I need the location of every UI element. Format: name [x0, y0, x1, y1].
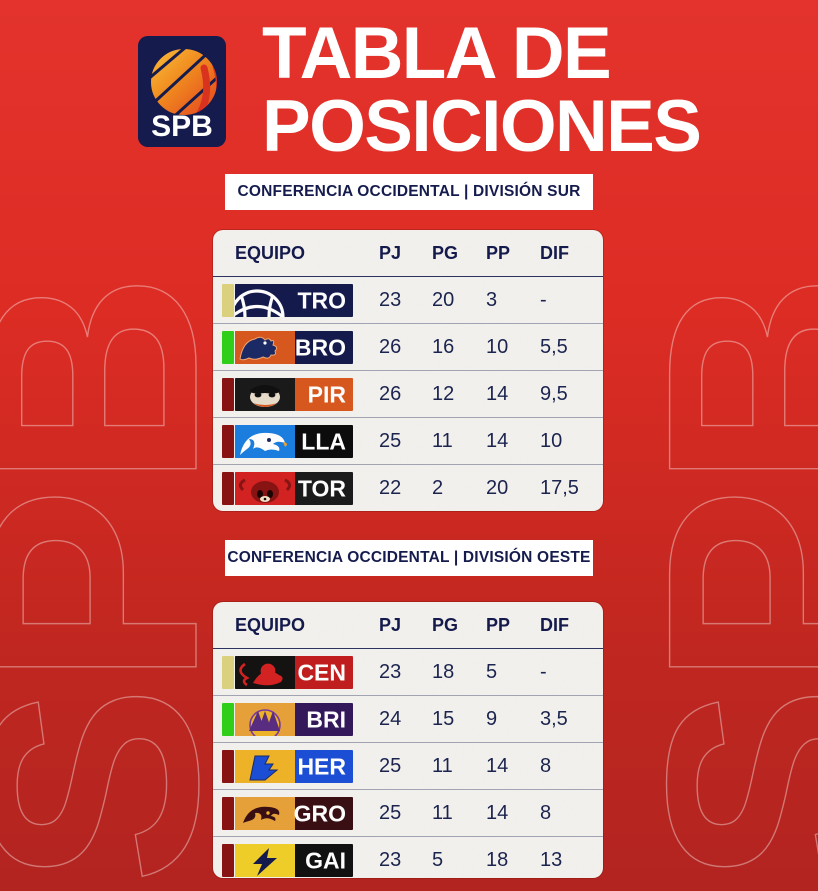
svg-text:SPB: SPB: [151, 110, 213, 143]
